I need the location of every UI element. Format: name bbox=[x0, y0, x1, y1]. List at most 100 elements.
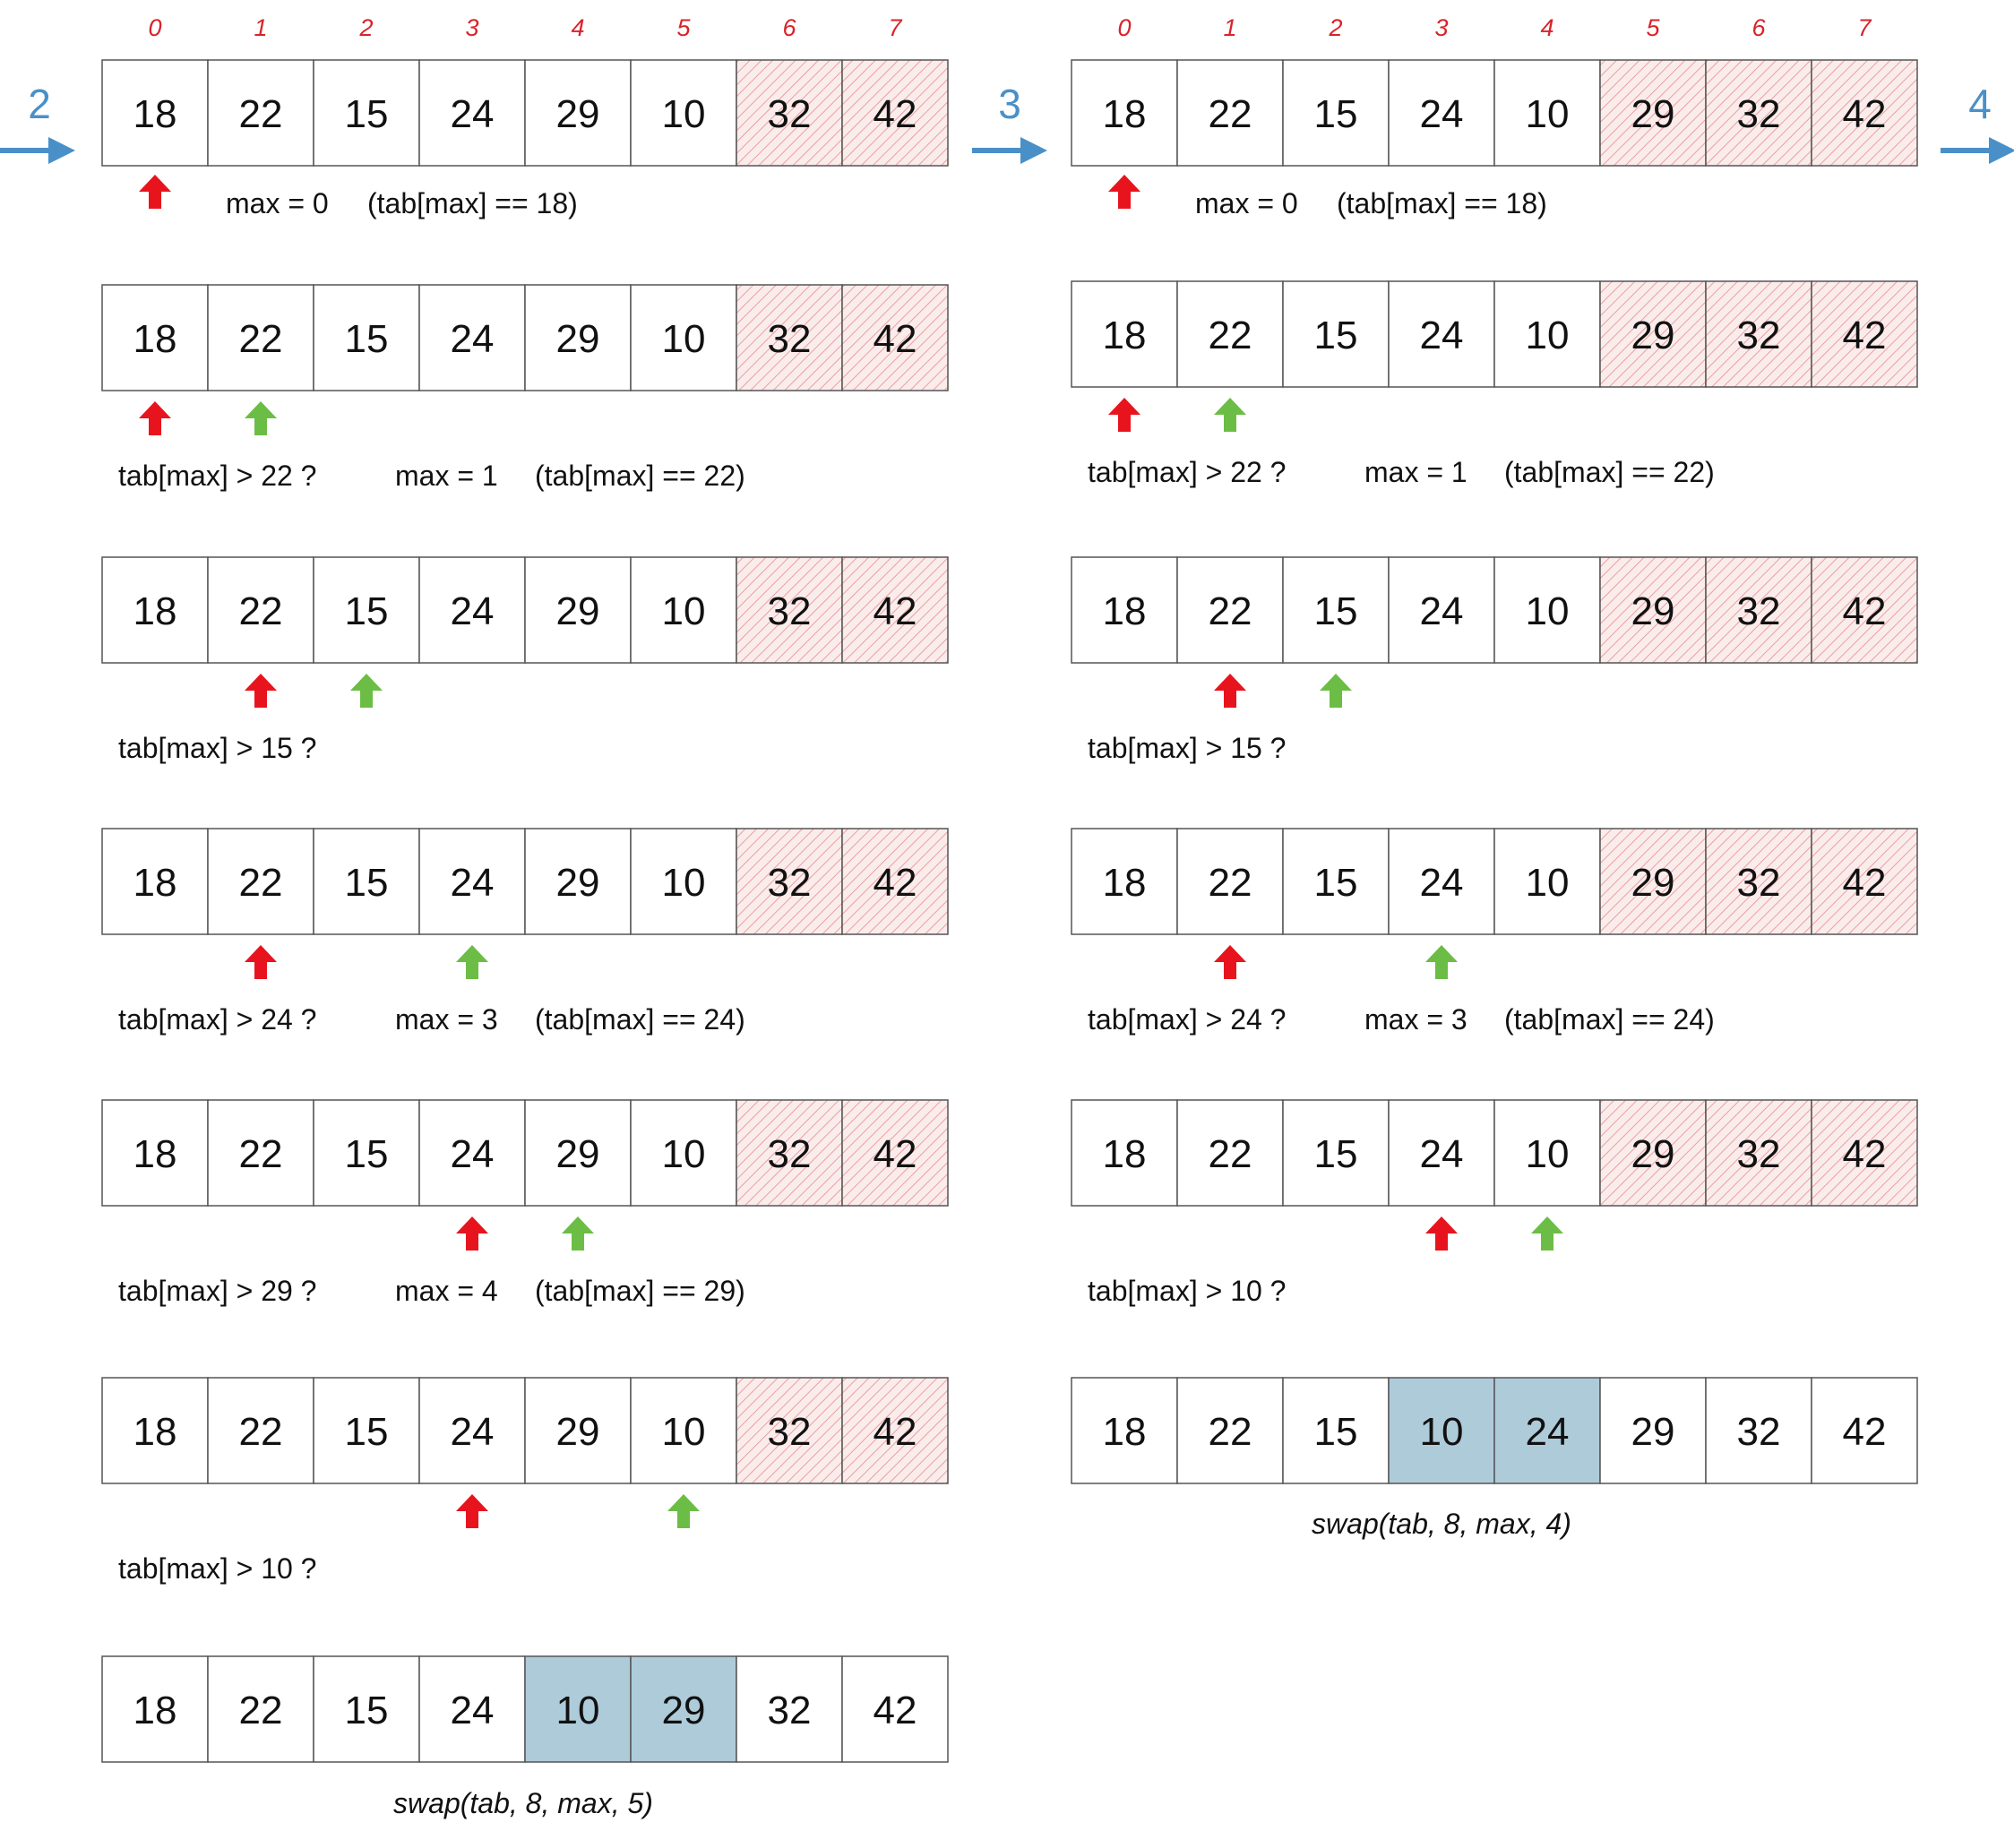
array-cell-value: 15 bbox=[345, 92, 389, 136]
array-cell bbox=[418, 1099, 526, 1207]
array-cell bbox=[1493, 59, 1601, 167]
step-arrow-head bbox=[1020, 137, 1047, 164]
annotation-text: (tab[max] == 29) bbox=[535, 1275, 745, 1307]
array-cell-value: 24 bbox=[451, 1132, 495, 1176]
arrow-up-red-icon bbox=[1108, 398, 1140, 432]
array-cell bbox=[313, 828, 420, 935]
arrow-up-green-icon bbox=[1214, 398, 1246, 432]
array-index-label: 6 bbox=[1751, 14, 1766, 41]
array-cell-value: 29 bbox=[1631, 589, 1675, 633]
annotation-text: tab[max] > 24 ? bbox=[1088, 1003, 1286, 1036]
array-cell-sorted bbox=[736, 59, 843, 167]
array-row: 18 22 15 24 29 10 32 42 max = 0 (tab[max] == 18) bbox=[101, 59, 949, 219]
array-cell-sorted bbox=[736, 556, 843, 664]
array-cell-value: 32 bbox=[768, 589, 812, 633]
annotation-text: tab[max] > 10 ? bbox=[118, 1552, 316, 1585]
array-cell-value: 18 bbox=[133, 589, 177, 633]
array-cell-sorted bbox=[1705, 1099, 1812, 1207]
array-cell-value: 24 bbox=[451, 861, 495, 905]
array-index-label: 2 bbox=[1328, 14, 1342, 41]
array-cell-value: 15 bbox=[345, 589, 389, 633]
array-cell bbox=[1493, 280, 1601, 388]
array-cell bbox=[1388, 1099, 1495, 1207]
array-index-label: 4 bbox=[571, 14, 584, 41]
array-row: 18 22 15 24 10 29 32 42 tab[max] > 15 ? bbox=[1071, 556, 1918, 764]
array-cell-value: 32 bbox=[1737, 861, 1781, 905]
array-cell-value: 15 bbox=[345, 1689, 389, 1732]
annotation-text: max = 1 bbox=[395, 460, 498, 492]
array-index-label: 0 bbox=[1117, 14, 1131, 41]
step-label: 3 bbox=[998, 81, 1021, 127]
annotation-text: (tab[max] == 22) bbox=[535, 460, 745, 492]
array-cell-value: 18 bbox=[1103, 1410, 1147, 1454]
array-cell-value: 22 bbox=[1209, 314, 1252, 357]
array-cell bbox=[101, 556, 209, 664]
array-cell-value: 32 bbox=[768, 861, 812, 905]
array-cell-value: 29 bbox=[556, 589, 600, 633]
array-cell-value: 42 bbox=[1843, 92, 1887, 136]
array-cell-sorted bbox=[841, 284, 949, 391]
array-cell-value: 24 bbox=[1420, 589, 1464, 633]
array-cell-value: 29 bbox=[556, 1132, 600, 1176]
array-cell-value: 15 bbox=[345, 861, 389, 905]
array-cell bbox=[524, 1099, 632, 1207]
array-cell bbox=[524, 828, 632, 935]
array-cell-value: 10 bbox=[662, 861, 706, 905]
array-cell-value: 24 bbox=[1420, 1132, 1464, 1176]
array-cell bbox=[524, 556, 632, 664]
array-cell bbox=[1705, 1377, 1812, 1484]
array-cell-value: 22 bbox=[1209, 92, 1252, 136]
arrow-up-green-icon bbox=[1425, 945, 1458, 979]
step-arrow-shaft bbox=[972, 148, 1024, 153]
array-cell-value: 22 bbox=[239, 861, 283, 905]
array-cell-value: 18 bbox=[133, 92, 177, 136]
array-cell-value: 32 bbox=[768, 92, 812, 136]
array-row: 18 22 15 24 10 29 32 42 tab[max] > 22 ? max = 1 (t… bbox=[1071, 280, 1918, 488]
array-cell-value: 18 bbox=[1103, 314, 1147, 357]
array-cell-value: 15 bbox=[1314, 1410, 1358, 1454]
array-cell-value: 29 bbox=[556, 317, 600, 361]
arrow-up-green-icon bbox=[456, 945, 488, 979]
annotation-text: max = 3 bbox=[395, 1003, 498, 1036]
array-row: 18 22 15 24 10 29 32 42 tab[max] > 24 ? max = 3 (t… bbox=[1071, 828, 1918, 1036]
pass-2: 0 1 2 3 4 5 6 7 18 22 15 24 10 29 32 42 max = 0 (tab[max]… bbox=[1071, 14, 1918, 1540]
array-cell-sorted bbox=[1599, 1099, 1707, 1207]
array-index-label: 5 bbox=[1646, 14, 1660, 41]
array-cell bbox=[418, 556, 526, 664]
swap-caption: swap(tab, 8, max, 4) bbox=[1312, 1508, 1571, 1540]
array-cell bbox=[630, 1099, 737, 1207]
array-cell bbox=[1388, 280, 1495, 388]
array-cell-value: 42 bbox=[874, 1132, 917, 1176]
arrow-up-red-icon bbox=[245, 674, 277, 708]
annotation-text: (tab[max] == 18) bbox=[367, 187, 578, 219]
array-cell bbox=[313, 1099, 420, 1207]
array-cell-value: 18 bbox=[1103, 861, 1147, 905]
array-cell-value: 32 bbox=[768, 317, 812, 361]
array-index-label: 7 bbox=[1857, 14, 1872, 41]
array-cell-value: 15 bbox=[345, 317, 389, 361]
array-cell-value: 42 bbox=[874, 92, 917, 136]
array-cell-value: 10 bbox=[1526, 861, 1570, 905]
array-cell-value: 22 bbox=[1209, 861, 1252, 905]
array-cell-value: 24 bbox=[451, 589, 495, 633]
arrow-up-green-icon bbox=[562, 1216, 594, 1251]
annotation-text: tab[max] > 22 ? bbox=[1088, 456, 1286, 488]
arrow-up-green-icon bbox=[1320, 674, 1352, 708]
array-cell-value: 18 bbox=[1103, 589, 1147, 633]
array-cell-value: 24 bbox=[1420, 861, 1464, 905]
step-arrow-head bbox=[1989, 137, 2014, 164]
array-index-label: 7 bbox=[888, 14, 902, 41]
annotation-text: tab[max] > 10 ? bbox=[1088, 1275, 1286, 1307]
array-cell-value: 10 bbox=[1420, 1410, 1464, 1454]
array-cell bbox=[313, 59, 420, 167]
array-row: 18 22 15 24 29 10 32 42 tab[max] > 15 ? bbox=[101, 556, 949, 764]
annotation-text: tab[max] > 15 ? bbox=[1088, 732, 1286, 764]
array-cell-sorted bbox=[1705, 280, 1812, 388]
array-cell bbox=[313, 1377, 420, 1484]
array-cell-sorted bbox=[1811, 59, 1918, 167]
annotation-text: max = 0 bbox=[226, 187, 329, 219]
array-cell bbox=[101, 284, 209, 391]
array-cell-value: 18 bbox=[1103, 92, 1147, 136]
array-cell bbox=[1071, 828, 1178, 935]
array-cell-sorted bbox=[1599, 556, 1707, 664]
